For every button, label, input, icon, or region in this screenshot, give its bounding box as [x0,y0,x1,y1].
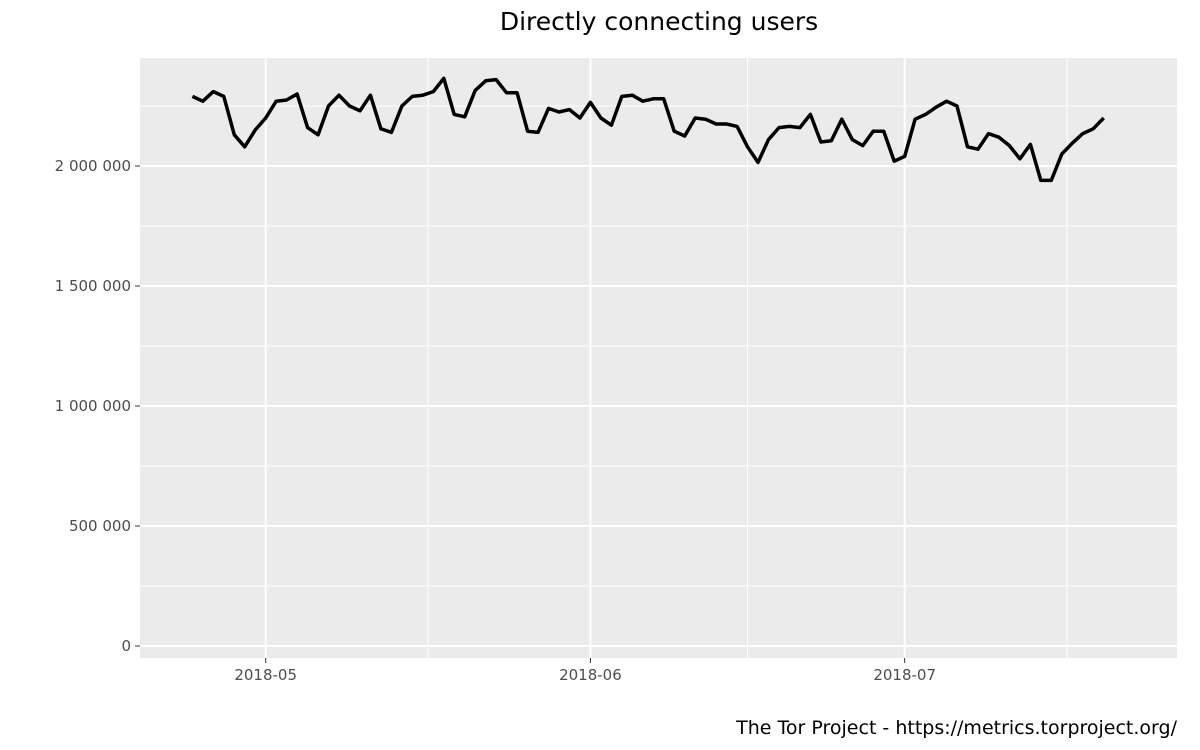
panel-background [140,58,1177,658]
y-tick-label: 1 500 000 [55,277,131,295]
series-line [191,76,1105,183]
plot-area [140,58,1177,658]
x-tick-label: 2018-07 [873,666,936,684]
x-tick-label: 2018-05 [234,666,297,684]
x-tick-label: 2018-06 [559,666,622,684]
y-tick-label: 1 000 000 [55,397,131,415]
x-axis: 2018-05 2018-06 2018-07 [234,658,936,684]
chart-caption: The Tor Project - https://metrics.torpro… [735,717,1177,739]
y-tick-label: 0 [121,637,131,655]
y-tick-label: 2 000 000 [55,157,131,175]
chart-title: Directly connecting users [500,7,818,36]
y-tick-label: 500 000 [69,517,131,535]
y-axis: 0 500 000 1 000 000 1 500 000 2 000 000 [55,157,140,655]
